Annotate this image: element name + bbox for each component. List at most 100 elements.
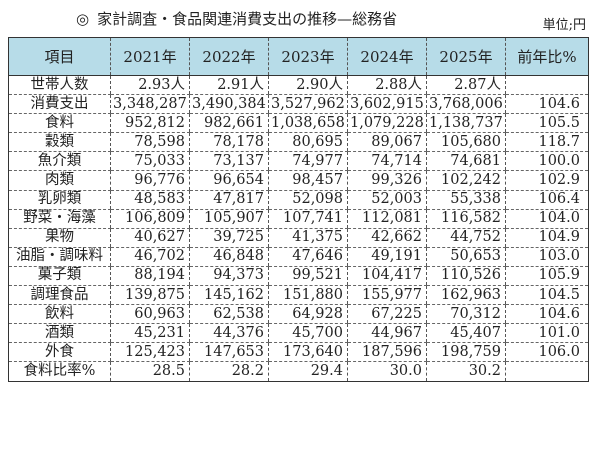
table-row: 酒類 45,231 44,376 45,700 44,967 45,407 101.0 [8, 323, 589, 344]
cell-value: 102,242 [426, 170, 506, 191]
cell-value: 28.2 [189, 361, 269, 381]
cell-value: 125,423 [110, 342, 190, 363]
row-label: 世帯人数 [8, 75, 111, 96]
cell-yoy-ratio: 104.5 [505, 285, 589, 306]
cell-value: 89,067 [347, 132, 427, 153]
header-item: 項目 [8, 37, 111, 76]
cell-value: 982,661 [189, 113, 269, 134]
table-row: 消費支出 3,348,287 3,490,384 3,527,962 3,602,915… [8, 94, 589, 115]
cell-value: 2.87人 [426, 75, 506, 96]
cell-value: 80,695 [268, 132, 348, 153]
cell-yoy-ratio: 101.0 [505, 323, 589, 344]
cell-value: 46,848 [189, 247, 269, 267]
cell-yoy-ratio: 106.4 [505, 190, 589, 210]
cell-yoy-ratio [505, 75, 589, 96]
cell-value: 39,725 [189, 228, 269, 248]
table-row: 食料比率% 28.5 28.2 29.4 30.0 30.2 [9, 361, 589, 381]
cell-value: 107,741 [268, 209, 348, 229]
cell-value: 41,375 [268, 228, 348, 248]
cell-value: 187,596 [347, 342, 427, 363]
cell-value: 28.5 [110, 361, 190, 381]
cell-value: 44,967 [347, 323, 427, 344]
cell-value: 44,376 [189, 323, 269, 344]
table-row: 外食 125,423 147,653 173,640 187,596 198,759 106… [8, 342, 589, 363]
cell-value: 147,653 [189, 342, 269, 363]
cell-value: 173,640 [268, 342, 348, 363]
row-label: 魚介類 [8, 151, 111, 172]
cell-yoy-ratio: 106.0 [505, 342, 589, 363]
cell-value: 29.4 [268, 361, 348, 381]
table-row: 菓子類 88,194 94,373 99,521 104,417 110,526 105.9 [8, 266, 589, 287]
table-row: 果物 40,627 39,725 41,375 42,662 44,752 104.9 [8, 228, 589, 248]
cell-value: 52,003 [347, 190, 427, 210]
row-label: 食料 [8, 113, 111, 134]
cell-value: 3,490,384 [189, 94, 269, 115]
table-row: 世帯人数 2.93人 2.91人 2.90人 2.88人 2.87人 [8, 75, 589, 96]
cell-value: 155,977 [347, 285, 427, 306]
row-label: 外食 [8, 342, 111, 363]
table-row: 油脂・調味料 46,702 46,848 47,646 49,191 50,653 103.… [8, 247, 589, 267]
cell-value: 3,348,287 [110, 94, 190, 115]
cell-value: 105,907 [189, 209, 269, 229]
row-label: 油脂・調味料 [8, 247, 111, 267]
cell-value: 162,963 [426, 285, 506, 306]
row-label: 穀類 [8, 132, 111, 153]
cell-value: 30.0 [347, 361, 427, 381]
title-text: 家計調査・食品関連消費支出の推移—総務省 [97, 10, 398, 28]
cell-value: 99,326 [347, 170, 427, 191]
cell-value: 30.2 [426, 361, 506, 381]
cell-value: 67,225 [347, 304, 427, 325]
cell-value: 46,702 [110, 247, 190, 267]
cell-value: 74,681 [426, 151, 506, 172]
header-2023: 2023年 [268, 37, 348, 76]
household-food-expenditure-table: 項目 2021年 2022年 2023年 2024年 2025年 前年比% 世帯… [8, 37, 589, 382]
cell-value: 88,194 [110, 266, 190, 287]
cell-value: 73,137 [189, 151, 269, 172]
cell-value: 70,312 [426, 304, 506, 325]
cell-value: 3,527,962 [268, 94, 348, 115]
header-yoy-ratio: 前年比% [505, 37, 589, 76]
header-2022: 2022年 [189, 37, 269, 76]
cell-value: 2.90人 [268, 75, 348, 96]
cell-value: 112,081 [347, 209, 427, 229]
header-2024: 2024年 [347, 37, 427, 76]
cell-value: 50,653 [426, 247, 506, 267]
cell-value: 78,178 [189, 132, 269, 153]
cell-value: 110,526 [426, 266, 506, 287]
table-row: 飲料 60,963 62,538 64,928 67,225 70,312 104.6 [8, 304, 589, 325]
cell-value: 198,759 [426, 342, 506, 363]
unit-label: 単位;円 [542, 18, 586, 33]
cell-value: 55,338 [426, 190, 506, 210]
cell-value: 75,033 [110, 151, 190, 172]
cell-yoy-ratio: 104.9 [505, 228, 589, 248]
double-circle-icon: ◎ [76, 10, 90, 28]
cell-yoy-ratio: 104.6 [505, 94, 589, 115]
cell-value: 48,583 [110, 190, 190, 210]
cell-value: 52,098 [268, 190, 348, 210]
cell-value: 2.93人 [110, 75, 190, 96]
cell-value: 64,928 [268, 304, 348, 325]
cell-value: 116,582 [426, 209, 506, 229]
row-label: 野菜・海藻 [8, 209, 111, 229]
cell-yoy-ratio: 105.9 [505, 266, 589, 287]
cell-value: 1,038,658 [268, 113, 348, 134]
header-row: 項目 2021年 2022年 2023年 2024年 2025年 前年比% [8, 37, 589, 76]
cell-yoy-ratio [505, 361, 589, 381]
row-label: 果物 [8, 228, 111, 248]
table-row: 穀類 78,598 78,178 80,695 89,067 105,680 118.7 [8, 132, 589, 153]
cell-value: 106,809 [110, 209, 190, 229]
cell-value: 2.88人 [347, 75, 427, 96]
cell-value: 62,538 [189, 304, 269, 325]
cell-yoy-ratio: 100.0 [505, 151, 589, 172]
cell-yoy-ratio: 105.5 [505, 113, 589, 134]
cell-value: 74,714 [347, 151, 427, 172]
cell-value: 96,654 [189, 170, 269, 191]
row-label: 乳卵類 [8, 190, 111, 210]
row-label: 飲料 [8, 304, 111, 325]
cell-value: 952,812 [110, 113, 190, 134]
row-label: 食料比率% [23, 362, 96, 379]
row-label: 菓子類 [8, 266, 111, 287]
cell-value: 42,662 [347, 228, 427, 248]
cell-yoy-ratio: 104.0 [505, 209, 589, 229]
cell-value: 99,521 [268, 266, 348, 287]
